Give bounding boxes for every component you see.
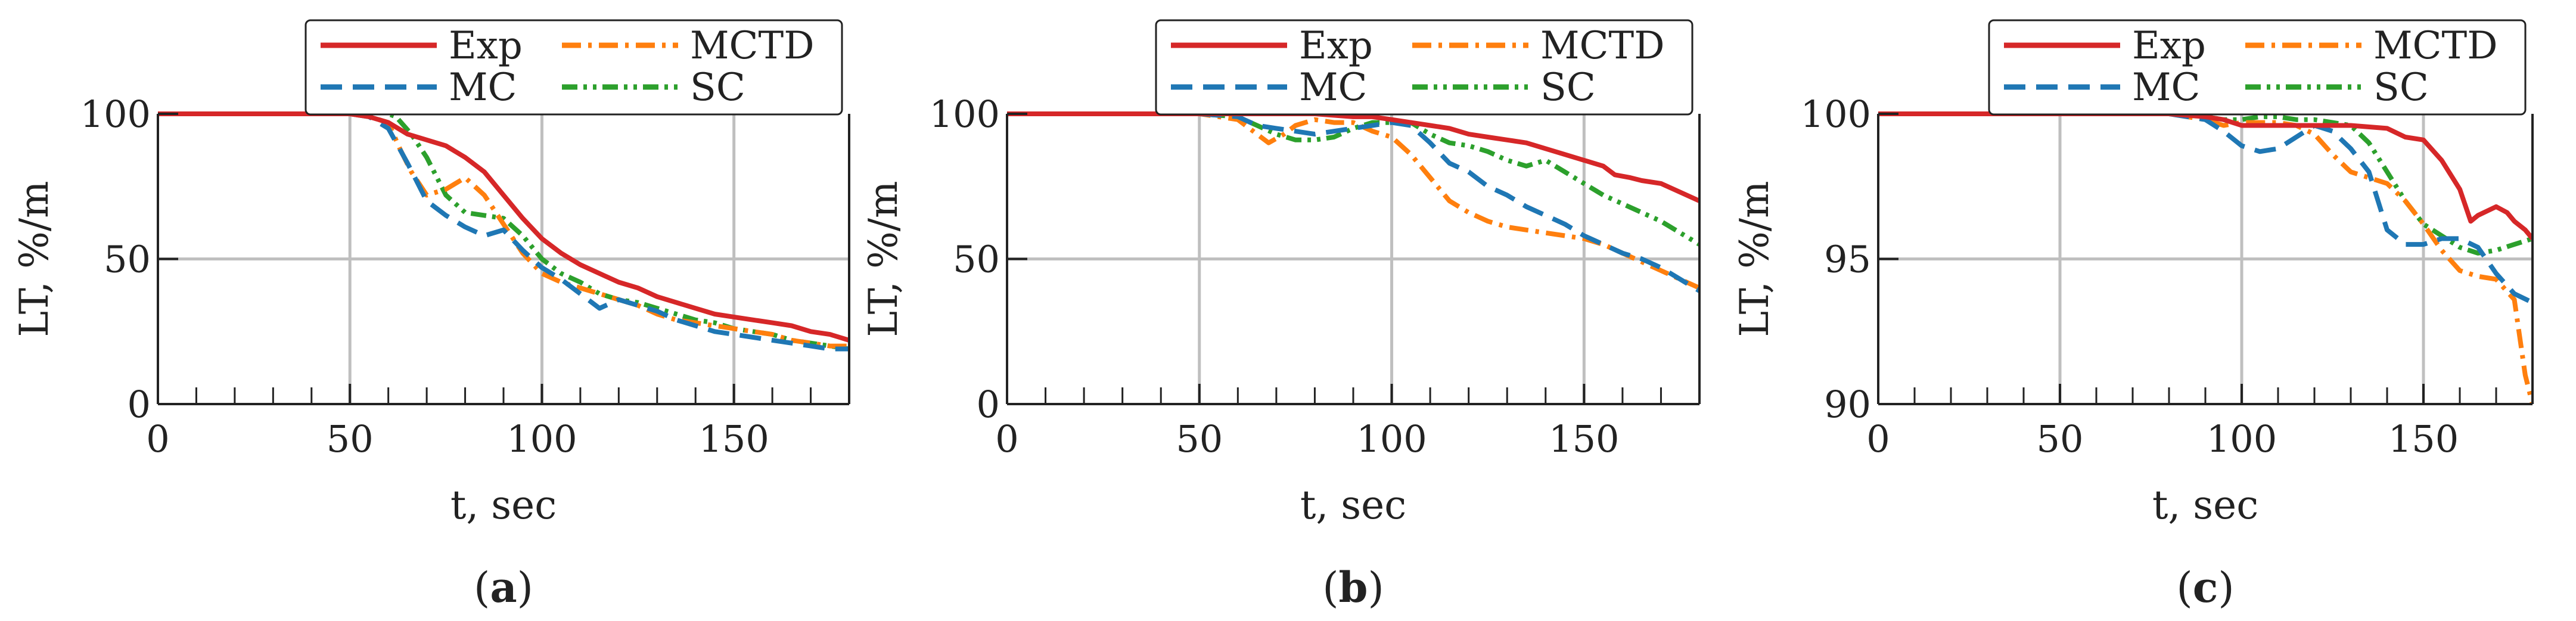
legend-label-sc: SC [2373, 66, 2429, 110]
series-line-mctd [1007, 111, 1699, 290]
legend-label-exp: Exp [2132, 24, 2206, 68]
legend-label-mctd: MCTD [1540, 24, 1665, 68]
series-line-mc [1878, 111, 2533, 305]
y-tick-label: 90 [1824, 383, 1871, 426]
y-tick-label: 95 [1824, 238, 1871, 281]
series-line-mctd [158, 111, 849, 349]
x-tick-label: 100 [1356, 417, 1427, 461]
series-line-sc [1878, 111, 2533, 256]
x-axis-title: t, sec [2152, 482, 2258, 528]
legend-label-mctd: MCTD [690, 24, 815, 68]
series-line-sc [158, 111, 849, 352]
series-line-mc [1007, 111, 1699, 293]
y-tick-label: 100 [80, 92, 151, 136]
series-line-exp [1878, 111, 2533, 240]
x-axis-title: t, sec [450, 482, 557, 528]
x-axis-title: t, sec [1300, 482, 1406, 528]
x-tick-label: 150 [2388, 417, 2459, 461]
legend-frame [1155, 19, 1693, 116]
y-tick-label: 100 [930, 92, 1000, 136]
series-line-sc [1007, 111, 1699, 247]
x-tick-label: 100 [507, 417, 577, 461]
y-tick-label: 100 [1801, 92, 1871, 136]
panel-caption: (a) [474, 563, 533, 612]
legend-frame [304, 19, 843, 116]
legend-label-sc: SC [690, 66, 745, 110]
x-tick-label: 0 [1866, 417, 1890, 461]
y-axis-title: LT, %/m [1732, 181, 1778, 337]
y-tick-label: 0 [977, 383, 1000, 426]
x-tick-label: 100 [2207, 417, 2277, 461]
y-tick-label: 0 [128, 383, 151, 426]
x-tick-label: 50 [327, 417, 374, 461]
x-tick-label: 50 [2037, 417, 2084, 461]
x-tick-label: 50 [1176, 417, 1223, 461]
legend-label-mc: MC [2132, 66, 2201, 110]
y-axis-title: LT, %/m [11, 181, 57, 337]
x-tick-label: 150 [1549, 417, 1619, 461]
series-line-mc [158, 111, 849, 352]
y-tick-label: 50 [953, 238, 1000, 281]
x-tick-label: 0 [995, 417, 1018, 461]
x-tick-label: 150 [698, 417, 769, 461]
legend-label-exp: Exp [449, 24, 523, 68]
legend-label-exp: Exp [1299, 24, 1373, 68]
panel-caption: (c) [2176, 563, 2234, 612]
series-line-exp [158, 111, 849, 343]
legend-label-mc: MC [1299, 66, 1368, 110]
legend-frame [1988, 19, 2527, 116]
y-tick-label: 50 [104, 238, 151, 281]
legend-label-mc: MC [449, 66, 517, 110]
y-axis-title: LT, %/m [860, 181, 906, 337]
legend-label-sc: SC [1540, 66, 1596, 110]
x-tick-label: 0 [146, 417, 169, 461]
panel-caption: (b) [1322, 563, 1384, 612]
legend-label-mctd: MCTD [2373, 24, 2498, 68]
